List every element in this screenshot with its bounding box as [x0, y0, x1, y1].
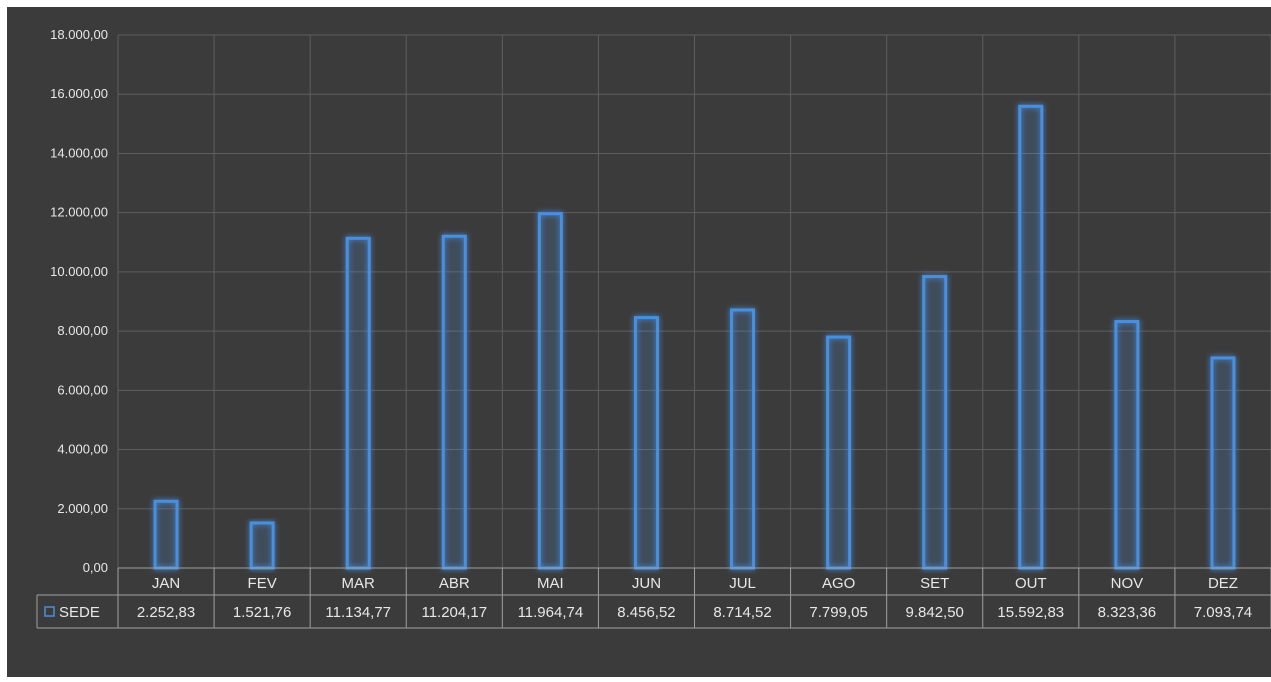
x-tick-label: MAI [537, 575, 564, 592]
bar-chart: 0,00 2.000,00 4.000,00 6.000,00 8.000,00 10.0… [36, 27, 1271, 629]
bar-set [922, 275, 948, 570]
x-tick-label: FEV [248, 575, 277, 592]
x-tick-label: OUT [1015, 575, 1047, 592]
bar-ago [826, 335, 852, 570]
data-label: 7.799,05 [809, 604, 867, 621]
x-tick-label: JAN [152, 575, 180, 592]
bar-nov [1114, 320, 1140, 570]
bar-jul [730, 308, 756, 570]
gridlines [117, 34, 1271, 568]
y-tick-label: 6.000,00 [57, 382, 108, 397]
data-table: JAN 2.252,83 FEV 1.521,76 MAR 11.134,77 ABR 11.… [36, 567, 1271, 629]
x-tick-label: JUL [729, 575, 756, 592]
y-tick-label: 16.000,00 [50, 86, 108, 101]
x-tick-label: JUN [632, 575, 661, 592]
y-tick-label: 0,00 [83, 560, 108, 575]
x-tick-label: NOV [1111, 575, 1144, 592]
data-label: 2.252,83 [137, 604, 195, 621]
legend-swatch [44, 606, 55, 617]
bar-dez [1210, 356, 1236, 570]
bar-jun [633, 316, 659, 570]
x-tick-label: ABR [439, 575, 470, 592]
data-label: 15.592,83 [997, 604, 1064, 621]
x-tick-label: AGO [822, 575, 855, 592]
chart-panel: 0,00 2.000,00 4.000,00 6.000,00 8.000,00 10.0… [7, 7, 1271, 677]
x-tick-label: SET [920, 575, 949, 592]
x-tick-label: DEZ [1208, 575, 1238, 592]
y-tick-label: 14.000,00 [50, 145, 108, 160]
bar-jan [153, 499, 179, 570]
data-label: 8.323,36 [1098, 604, 1156, 621]
y-tick-label: 10.000,00 [50, 264, 108, 279]
y-tick-label: 12.000,00 [50, 205, 108, 220]
y-tick-label: 4.000,00 [57, 442, 108, 457]
x-tick-label: MAR [342, 575, 376, 592]
data-label: 9.842,50 [906, 604, 964, 621]
y-tick-label: 8.000,00 [57, 323, 108, 338]
data-label: 1.521,76 [233, 604, 291, 621]
data-label: 8.714,52 [713, 604, 771, 621]
data-label: 7.093,74 [1194, 604, 1252, 621]
data-label: 8.456,52 [617, 604, 675, 621]
bar-out [1018, 104, 1044, 570]
data-label: 11.964,74 [518, 604, 584, 621]
y-axis: 0,00 2.000,00 4.000,00 6.000,00 8.000,00 10.0… [50, 27, 108, 575]
y-tick-label: 18.000,00 [50, 27, 108, 42]
bar-abr [441, 234, 467, 570]
legend-label: SEDE [59, 604, 100, 621]
bar-mai [537, 212, 563, 570]
data-label: 11.134,77 [325, 604, 391, 621]
data-label: 11.204,17 [421, 604, 487, 621]
y-tick-label: 2.000,00 [57, 501, 108, 516]
bar-fev [249, 521, 275, 570]
bar-mar [345, 236, 371, 570]
